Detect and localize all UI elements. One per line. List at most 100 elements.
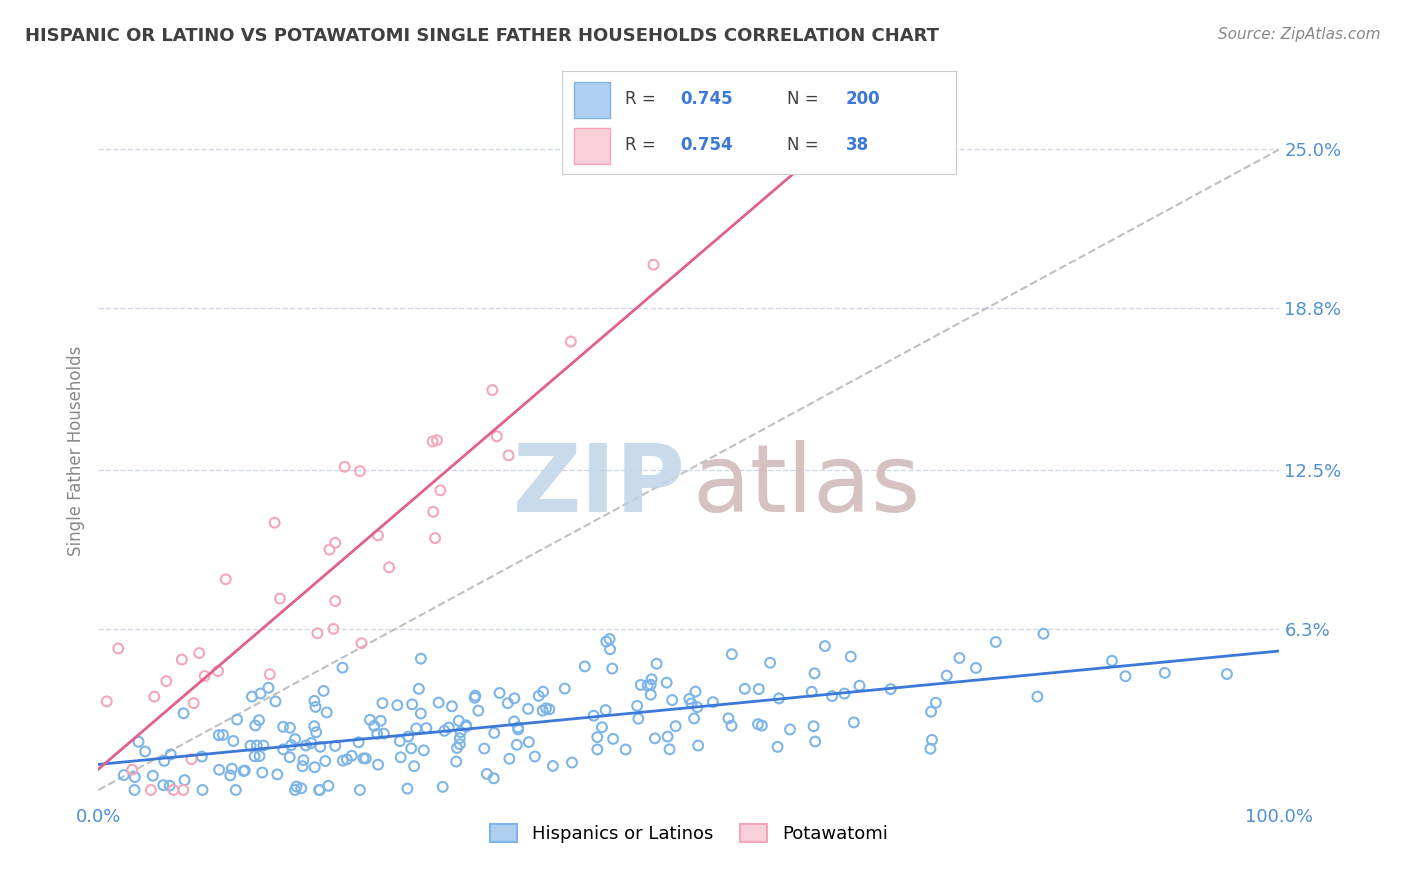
Point bbox=[405, 722, 427, 736]
Point bbox=[464, 689, 486, 703]
Point bbox=[226, 713, 249, 727]
Point bbox=[498, 752, 520, 766]
Point bbox=[387, 698, 409, 713]
Point bbox=[485, 429, 508, 443]
Point bbox=[96, 694, 118, 708]
Point bbox=[232, 764, 254, 778]
Text: HISPANIC OR LATINO VS POTAWATOMI SINGLE FATHER HOUSEHOLDS CORRELATION CHART: HISPANIC OR LATINO VS POTAWATOMI SINGLE … bbox=[25, 27, 939, 45]
Point bbox=[249, 749, 271, 764]
Point bbox=[323, 594, 346, 608]
Point bbox=[371, 696, 394, 710]
Point bbox=[239, 739, 262, 753]
Point bbox=[582, 708, 605, 723]
Point bbox=[396, 730, 419, 744]
Point bbox=[482, 772, 505, 786]
Point bbox=[366, 727, 388, 741]
Point bbox=[353, 751, 375, 765]
Point bbox=[449, 731, 471, 746]
Point bbox=[219, 768, 242, 782]
Point bbox=[935, 668, 957, 682]
Point bbox=[467, 704, 489, 718]
Point bbox=[427, 696, 450, 710]
Point bbox=[599, 632, 621, 646]
Point bbox=[658, 742, 681, 756]
Point bbox=[323, 535, 346, 549]
Point bbox=[323, 739, 346, 753]
Point bbox=[766, 739, 789, 754]
Point bbox=[984, 635, 1007, 649]
Point bbox=[688, 739, 710, 753]
Point bbox=[717, 711, 740, 725]
Point bbox=[309, 739, 332, 754]
Point bbox=[665, 719, 688, 733]
Point bbox=[263, 516, 285, 530]
Point bbox=[531, 684, 554, 698]
Point bbox=[627, 712, 650, 726]
Point bbox=[842, 715, 865, 730]
Text: R =: R = bbox=[626, 136, 661, 154]
Point bbox=[152, 778, 174, 792]
Point bbox=[523, 749, 546, 764]
Point bbox=[264, 694, 287, 708]
Point bbox=[212, 728, 235, 742]
Point bbox=[450, 725, 472, 739]
Point bbox=[401, 698, 423, 712]
Point bbox=[640, 688, 662, 702]
Point bbox=[349, 464, 371, 478]
Point bbox=[252, 739, 274, 753]
Point bbox=[340, 748, 363, 763]
Point bbox=[318, 779, 340, 793]
Point bbox=[748, 682, 770, 697]
Point bbox=[221, 762, 243, 776]
Point bbox=[259, 667, 281, 681]
Legend: Hispanics or Latinos, Potawatomi: Hispanics or Latinos, Potawatomi bbox=[484, 816, 894, 850]
Point bbox=[834, 687, 856, 701]
Point bbox=[447, 714, 470, 728]
Point bbox=[333, 459, 356, 474]
Point bbox=[304, 699, 326, 714]
Point bbox=[630, 678, 652, 692]
Point bbox=[948, 651, 970, 665]
Point bbox=[124, 783, 146, 797]
Point bbox=[586, 730, 609, 744]
Point bbox=[921, 732, 943, 747]
Point bbox=[143, 690, 166, 704]
Point bbox=[488, 686, 510, 700]
Point bbox=[803, 666, 825, 681]
Text: R =: R = bbox=[626, 90, 661, 108]
Point bbox=[302, 719, 325, 733]
Point bbox=[644, 731, 666, 746]
Point bbox=[295, 739, 318, 753]
Text: atlas: atlas bbox=[693, 440, 921, 532]
Point bbox=[456, 720, 478, 734]
Point bbox=[879, 682, 901, 697]
Point bbox=[538, 702, 561, 716]
Point bbox=[332, 754, 354, 768]
Point bbox=[112, 768, 135, 782]
Point bbox=[278, 750, 301, 764]
Point bbox=[574, 659, 596, 673]
Point bbox=[194, 669, 217, 683]
Point bbox=[257, 681, 280, 695]
Point bbox=[1032, 627, 1054, 641]
Point bbox=[347, 735, 370, 749]
Point bbox=[243, 749, 266, 764]
Point bbox=[440, 699, 463, 714]
Point bbox=[215, 572, 238, 586]
Point bbox=[315, 706, 337, 720]
Point bbox=[681, 697, 703, 711]
Point bbox=[266, 767, 288, 781]
Point bbox=[449, 737, 471, 751]
Point bbox=[640, 672, 662, 686]
Point bbox=[1101, 654, 1123, 668]
Point bbox=[1153, 665, 1175, 680]
Point bbox=[207, 664, 229, 678]
Point bbox=[233, 764, 256, 778]
Point bbox=[332, 661, 354, 675]
Point bbox=[107, 641, 129, 656]
Text: 0.745: 0.745 bbox=[681, 90, 733, 108]
Point bbox=[925, 696, 948, 710]
Point bbox=[595, 703, 617, 717]
Point bbox=[139, 783, 162, 797]
Point bbox=[188, 646, 211, 660]
